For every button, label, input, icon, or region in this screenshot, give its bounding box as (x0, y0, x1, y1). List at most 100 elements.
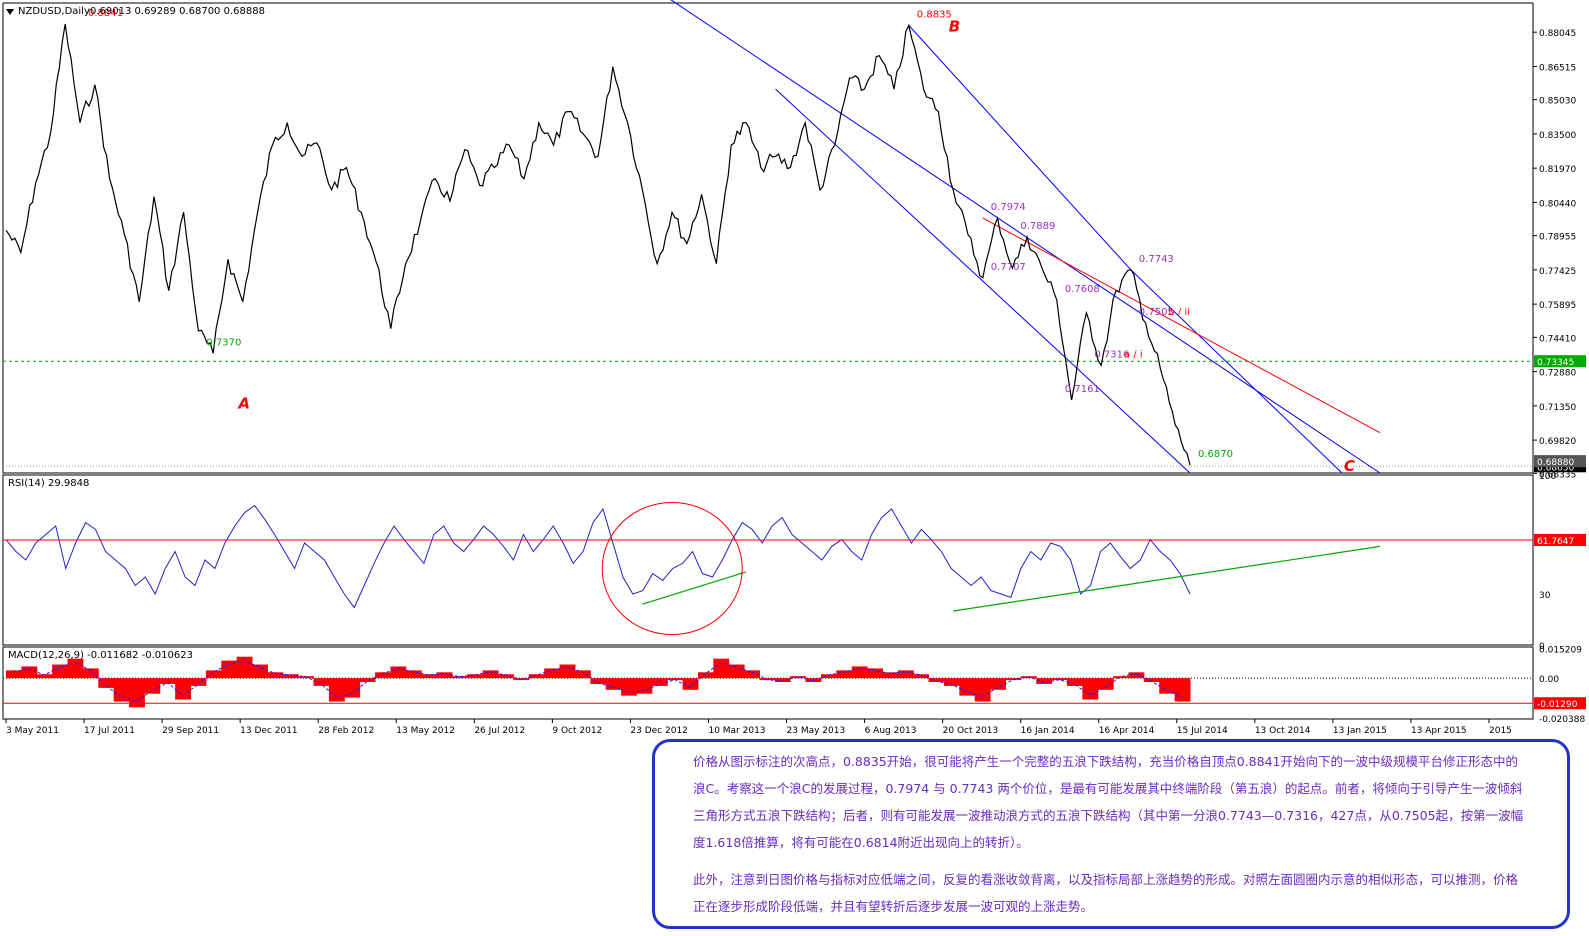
macd-bar (375, 672, 391, 679)
macd-bar (1159, 678, 1176, 694)
price-panel-frame (2, 2, 1534, 474)
macd-level-tag-label: -0.01290 (1537, 700, 1578, 710)
rsi-level-tag-label: 61.7647 (1537, 537, 1574, 547)
macd-bar (267, 672, 284, 679)
x-axis-label: 13 Apr 2015 (1411, 726, 1467, 736)
price-annotation: 0.6870 (1198, 449, 1233, 460)
x-axis-label: 16 Apr 2014 (1099, 726, 1155, 736)
price-annotation: 0.7889 (1020, 221, 1055, 232)
macd-bar (390, 666, 407, 679)
macd-bar (1174, 678, 1191, 702)
macd-bar (328, 678, 345, 702)
macd-bar (1051, 678, 1068, 681)
price-annotation: 0.7608 (1065, 284, 1100, 295)
macd-bar (667, 678, 684, 681)
macd-axis-label: -0.020388 (1539, 715, 1585, 725)
price-axis-label: 0.68335 (1539, 470, 1576, 480)
macd-bar (867, 668, 883, 679)
rsi-series (5, 504, 1191, 609)
macd-bar (467, 674, 484, 679)
macd-bar (774, 678, 791, 683)
x-axis-label: 23 May 2013 (787, 726, 846, 736)
trendline (670, 0, 1381, 474)
price-axis-label: 0.72880 (1539, 369, 1576, 379)
price-annotation: 0.8841 (88, 8, 123, 19)
macd-bar (205, 670, 222, 679)
macd-bar (52, 664, 69, 679)
divergence-circle (601, 502, 743, 635)
price-tag-label: 0.73345 (1537, 358, 1574, 368)
trendline (908, 25, 1132, 271)
price-annotation: A (237, 395, 250, 413)
macd-bar (175, 678, 192, 700)
macd-bar (605, 678, 622, 690)
macd-bar (236, 656, 253, 679)
macd-bar (98, 678, 115, 688)
macd-bar (621, 678, 637, 696)
rsi-axis-label: 100 (1539, 472, 1556, 482)
price-axis-label: 0.71350 (1539, 403, 1576, 413)
macd-bar (943, 678, 960, 686)
x-axis-label: 17 Jul 2011 (84, 726, 135, 736)
x-axis-label: 13 May 2012 (396, 726, 455, 736)
macd-bar (636, 678, 653, 694)
macd-axis-label: 0.00 (1539, 675, 1559, 685)
macd-bar (498, 674, 514, 679)
rsi-axis-label: 0 (1539, 642, 1545, 652)
macd-bar (451, 676, 468, 679)
price-axis-label: 0.78955 (1539, 233, 1576, 243)
macd-panel-frame (2, 646, 1534, 720)
macd-bar (559, 664, 576, 679)
macd-bar (1113, 676, 1129, 679)
macd-bar (744, 670, 760, 679)
price-annotation: 0.7370 (206, 337, 241, 348)
macd-bar (759, 678, 776, 681)
rsi-level-tag (1534, 534, 1586, 546)
price-axis-label: 0.69820 (1539, 437, 1576, 447)
price-tag-label: 0.68880 (1537, 458, 1574, 468)
price-axis-label: 0.75895 (1539, 301, 1576, 311)
price-tag-label: 0.68650 (1537, 463, 1574, 473)
macd-bar (1005, 678, 1022, 681)
macd-bar (897, 670, 914, 679)
price-axis-label: 0.80440 (1539, 199, 1576, 209)
x-axis-label: 26 Jul 2012 (474, 726, 525, 736)
price-axis-label: 0.86515 (1539, 63, 1576, 73)
macd-bar (144, 678, 161, 694)
price-annotation: 0.7974 (991, 202, 1026, 213)
macd-bar (820, 674, 837, 679)
macd-bar (574, 670, 591, 679)
macd-bar (928, 678, 945, 683)
macd-bar (528, 674, 545, 679)
macd-bar (282, 674, 299, 679)
price-annotation: C (1344, 457, 1355, 475)
x-axis-label: 3 May 2011 (6, 726, 59, 736)
macd-bar (974, 678, 991, 702)
macd-bar (67, 658, 84, 679)
macd-bar (882, 672, 899, 679)
price-axis-label: 0.74410 (1539, 334, 1576, 344)
macd-bar (159, 678, 176, 684)
macd-bar (682, 678, 699, 690)
x-axis-label: 13 Dec 2011 (240, 726, 298, 736)
analysis-note: 价格从图示标注的次高点，0.8835开始，很可能将产生一个完整的五浪下跌结构，充… (652, 739, 1570, 929)
macd-bar (913, 674, 930, 679)
macd-bar (959, 678, 976, 696)
macd-bar (1128, 672, 1145, 679)
macd-bar (1066, 678, 1083, 686)
price-panel-ohlc: 0.69013 0.69289 0.68700 0.68888 (90, 6, 265, 17)
rsi-panel-frame (2, 474, 1534, 646)
x-axis-label: 9 Oct 2012 (552, 726, 602, 736)
macd-bar (344, 678, 361, 698)
macd-bar (697, 672, 714, 679)
panel-menu-icon[interactable] (6, 9, 14, 15)
rsi-panel-title: RSI(14) 29.9848 (8, 478, 89, 489)
price-axis-label: 0.77425 (1539, 267, 1576, 277)
macd-bar (728, 664, 745, 679)
macd-signal-line (13, 660, 1183, 703)
price-annotation: B (949, 17, 960, 35)
macd-bar (6, 670, 22, 679)
price-annotation: a / i (1124, 349, 1143, 360)
analysis-paragraph-1: 价格从图示标注的次高点，0.8835开始，很可能将产生一个完整的五浪下跌结构，充… (693, 754, 1524, 850)
trendline (775, 88, 1191, 474)
